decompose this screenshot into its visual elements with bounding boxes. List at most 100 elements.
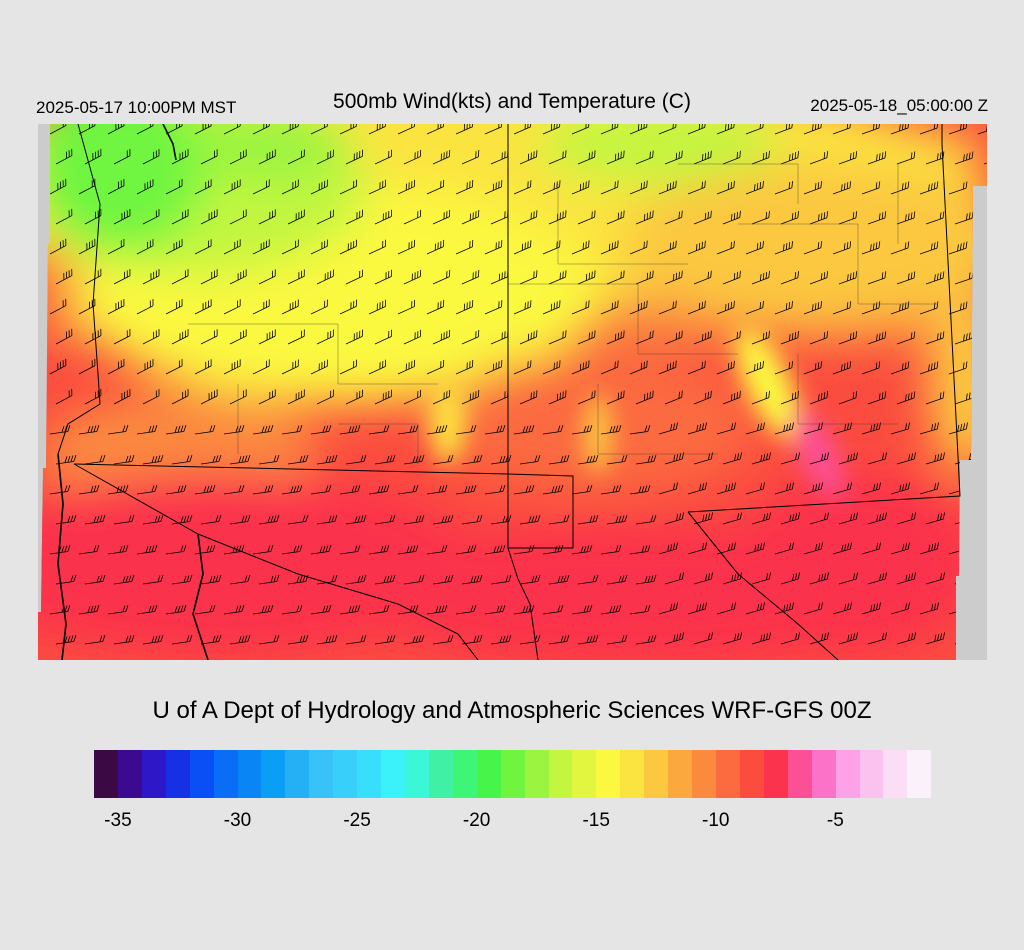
wind-barb xyxy=(867,572,887,585)
wind-barb xyxy=(316,635,338,645)
wind-barb xyxy=(403,455,425,465)
wind-barb xyxy=(403,389,422,405)
wind-barb xyxy=(687,124,706,135)
wind-barb xyxy=(258,209,276,225)
wind-barb xyxy=(223,425,245,435)
wind-barb xyxy=(200,455,222,465)
wind-barb xyxy=(171,269,189,285)
wind-barb xyxy=(954,151,974,165)
wind-barb xyxy=(513,300,532,315)
wind-barb xyxy=(896,211,916,225)
wind-barb xyxy=(774,124,793,135)
wind-barb xyxy=(142,329,160,345)
wind-barb xyxy=(200,329,218,345)
wind-barb xyxy=(600,425,622,435)
wind-barb xyxy=(432,329,451,345)
wind-barb xyxy=(925,331,945,345)
wind-barb xyxy=(194,124,212,135)
wind-barb xyxy=(339,124,357,135)
wind-barb xyxy=(374,329,392,345)
wind-barb xyxy=(542,425,564,435)
wind-barb xyxy=(316,455,338,465)
wind-barb xyxy=(948,124,968,135)
colorbar-swatch xyxy=(787,750,812,798)
wind-barb xyxy=(722,330,741,345)
colorbar-swatch xyxy=(357,750,382,798)
wind-barb xyxy=(49,178,67,195)
wind-barb xyxy=(722,270,741,285)
wind-barb xyxy=(861,181,881,195)
wind-barb xyxy=(55,575,77,585)
wind-barb xyxy=(345,269,363,285)
colorbar-swatch xyxy=(333,750,358,798)
wind-barb xyxy=(948,241,968,255)
wind-barb xyxy=(252,299,270,315)
wind-barb xyxy=(548,390,567,405)
wind-barb xyxy=(716,300,735,315)
wind-barb xyxy=(635,390,654,405)
wind-barb xyxy=(345,635,367,645)
wind-barb xyxy=(803,422,823,435)
wind-barb xyxy=(919,422,939,435)
wind-barb xyxy=(606,455,628,465)
wind-barb xyxy=(223,605,245,615)
wind-barb xyxy=(687,542,707,555)
wind-barb xyxy=(142,389,160,405)
wind-barb xyxy=(832,301,852,315)
wind-barb xyxy=(345,329,363,345)
wind-barb xyxy=(113,515,135,525)
wind-barb xyxy=(252,425,274,435)
wind-barb xyxy=(281,359,299,375)
colorbar-swatch xyxy=(739,750,764,798)
wind-barb xyxy=(948,181,968,195)
wind-barb xyxy=(397,605,419,615)
wind-barb xyxy=(136,485,158,495)
wind-barb xyxy=(397,545,419,555)
wind-barb xyxy=(374,209,392,225)
wind-barb xyxy=(194,179,212,195)
wind-barb xyxy=(426,425,448,435)
wind-barb xyxy=(722,150,741,165)
wind-barb xyxy=(577,210,596,225)
colorbar-swatch xyxy=(285,750,310,798)
wind-barb xyxy=(867,512,887,525)
wind-barb xyxy=(890,422,910,435)
wind-barb xyxy=(519,270,538,285)
wind-barb xyxy=(229,149,247,165)
wind-barb xyxy=(774,300,793,315)
wind-barb xyxy=(78,485,100,495)
wind-barb xyxy=(339,485,361,495)
wind-barb xyxy=(774,482,794,495)
wind-barb xyxy=(368,299,386,315)
wind-barb xyxy=(751,270,770,285)
wind-barb xyxy=(832,241,852,255)
wind-barb xyxy=(78,124,96,135)
wind-barb xyxy=(107,124,125,135)
wind-barb xyxy=(258,635,280,645)
wind-barb xyxy=(635,210,654,225)
wind-barb xyxy=(809,391,829,405)
wind-barb xyxy=(687,422,707,435)
wind-barb xyxy=(484,180,503,195)
wind-barb xyxy=(838,331,858,345)
colorbar-swatch xyxy=(644,750,669,798)
wind-barb xyxy=(136,359,154,375)
wind-barb xyxy=(258,149,276,165)
wind-barb xyxy=(606,330,625,345)
wind-barb xyxy=(287,329,305,345)
colorbar-swatch xyxy=(261,750,286,798)
wind-barb xyxy=(629,300,648,315)
wind-barb xyxy=(136,124,154,135)
colorbar-swatch xyxy=(907,750,932,798)
wind-barb xyxy=(571,425,593,435)
colorbar-tick-label: -35 xyxy=(104,810,132,831)
wind-barb xyxy=(461,635,483,645)
wind-barb xyxy=(513,240,532,255)
wind-barb xyxy=(577,455,599,465)
wind-barb xyxy=(55,268,73,285)
wind-barb xyxy=(687,360,706,375)
wind-barb xyxy=(403,149,422,165)
wind-barb xyxy=(229,269,247,285)
wind-barb xyxy=(919,301,939,315)
wind-barb xyxy=(484,300,503,315)
